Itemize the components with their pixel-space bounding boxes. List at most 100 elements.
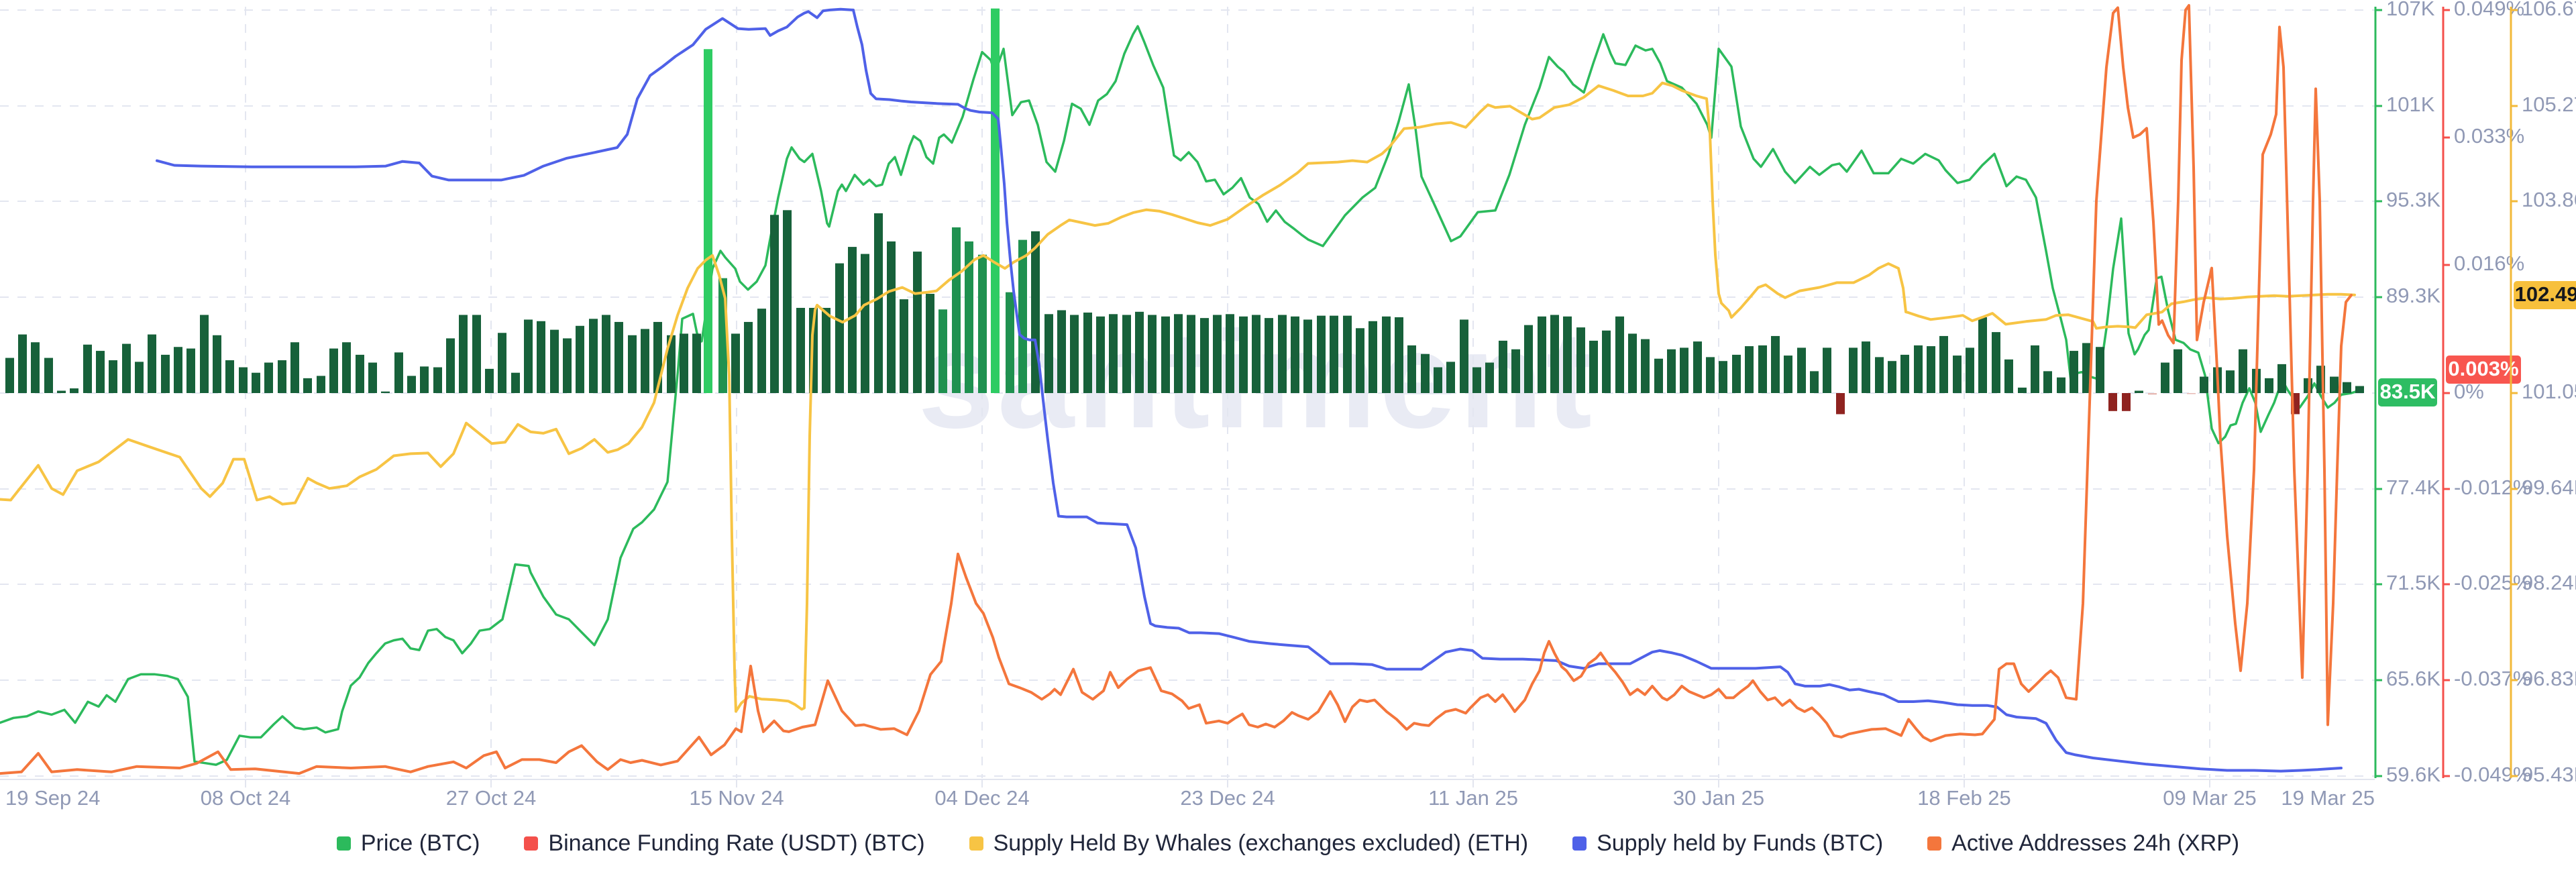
funding-rate-bar bbox=[1953, 356, 1962, 393]
funding-rate-bar bbox=[1174, 314, 1183, 393]
funding-rate-bar bbox=[1161, 316, 1170, 393]
funding-rate-bar bbox=[2135, 390, 2143, 393]
funding-rate-bar bbox=[667, 335, 676, 393]
legend-item-2[interactable]: Supply Held By Whales (exchanges exclude… bbox=[969, 830, 1528, 857]
funding-rate-bar bbox=[874, 213, 883, 393]
price-axis-label: 71.5K bbox=[2386, 571, 2440, 594]
funding-rate-bar bbox=[563, 338, 572, 393]
funding-rate-bar bbox=[1291, 316, 1299, 393]
funding-axis-label: 0.033% bbox=[2454, 124, 2524, 148]
funding-rate-bar bbox=[1719, 361, 1727, 393]
funding-rate-bar bbox=[1836, 393, 1845, 415]
funding-rate-bar bbox=[1538, 316, 1546, 393]
funding-axis-label: -0.012% bbox=[2454, 476, 2531, 499]
funding-rate-bar bbox=[900, 299, 908, 393]
funding-rate-bar bbox=[264, 362, 273, 393]
funding-rate-bar bbox=[83, 344, 92, 393]
funding-rate-bar bbox=[1252, 315, 1260, 393]
funding-rate-bar bbox=[1018, 239, 1027, 393]
funding-rate-bar bbox=[2043, 371, 2052, 393]
funding-rate-bar bbox=[1472, 367, 1481, 393]
funding-rate-bar bbox=[1239, 316, 1248, 393]
legend-item-3[interactable]: Supply held by Funds (BTC) bbox=[1572, 830, 1883, 857]
funding-rate-bar bbox=[225, 360, 234, 393]
funding-rate-bar bbox=[433, 367, 442, 393]
x-axis-label: 09 Mar 25 bbox=[2163, 786, 2257, 810]
funding-rate-bar bbox=[329, 348, 338, 393]
funding-rate-bar bbox=[1732, 354, 1741, 393]
whales-axis-label: 99.64M bbox=[2522, 476, 2576, 499]
funding-rate-bar bbox=[148, 334, 156, 393]
funding-rate-bar bbox=[2057, 377, 2065, 393]
whales-axis-label: 95.43M bbox=[2522, 763, 2576, 786]
whales-current-value-text: 102.49M bbox=[2515, 282, 2576, 306]
funding-rate-bar bbox=[1524, 325, 1533, 393]
legend-item-0[interactable]: Price (BTC) bbox=[336, 830, 480, 857]
funding-rate-bar bbox=[1395, 317, 1403, 393]
funding-rate-bar bbox=[200, 315, 209, 393]
funding-rate-bar bbox=[1303, 319, 1312, 393]
funding-rate-bar bbox=[303, 378, 312, 393]
funding-rate-bar bbox=[2096, 347, 2104, 393]
funding-rate-bar bbox=[1849, 347, 1858, 393]
funding-axis-label: 0% bbox=[2454, 380, 2484, 403]
funding-rate-bar bbox=[641, 329, 649, 393]
price-axis-label: 107K bbox=[2386, 0, 2435, 20]
funding-rate-bar bbox=[70, 388, 78, 393]
funding-rate-bar bbox=[1900, 354, 1909, 393]
x-axis-label: 11 Jan 25 bbox=[1428, 786, 1518, 810]
funding-rate-bar bbox=[1563, 316, 1572, 393]
funding-rate-bar bbox=[1654, 358, 1663, 393]
price-axis-label: 59.6K bbox=[2386, 763, 2440, 786]
price-axis-label: 95.3K bbox=[2386, 188, 2440, 211]
funding-rate-bar bbox=[2330, 376, 2339, 393]
funding-rate-bar bbox=[407, 376, 416, 393]
funding-rate-bar bbox=[1758, 345, 1767, 393]
funding-rate-bar bbox=[1265, 318, 1273, 393]
x-axis-label: 04 Dec 24 bbox=[934, 786, 1029, 810]
funding-rate-bar bbox=[2187, 393, 2196, 394]
funding-rate-bar bbox=[2161, 362, 2169, 393]
funding-rate-bar bbox=[1109, 314, 1118, 393]
x-axis-label: 19 Mar 25 bbox=[2281, 786, 2375, 810]
supply-held-by-whales-exchanges-excluded-eth-line bbox=[0, 81, 2356, 713]
funding-axis-label: 0.016% bbox=[2454, 252, 2524, 275]
funding-rate-bar bbox=[278, 360, 286, 393]
legend-item-label: Active Addresses 24h (XRP) bbox=[1951, 830, 2240, 856]
funding-rate-bar bbox=[1122, 315, 1131, 393]
funding-rate-bar bbox=[1057, 310, 1066, 393]
funding-rate-bar bbox=[692, 333, 701, 393]
funding-rate-bar bbox=[239, 367, 248, 393]
funding-rate-bar bbox=[1875, 357, 1884, 393]
funding-rate-bar bbox=[614, 321, 623, 393]
funding-rate-bar bbox=[1745, 346, 1754, 393]
funding-rate-bar bbox=[1213, 315, 1222, 393]
legend-item-4[interactable]: Active Addresses 24h (XRP) bbox=[1927, 830, 2239, 857]
funding-rate-bar bbox=[2004, 359, 2013, 393]
funding-rate-bar bbox=[822, 307, 830, 393]
funding-rate-bar bbox=[938, 309, 947, 393]
funding-axis-label: -0.049% bbox=[2454, 763, 2531, 786]
funding-rate-bar bbox=[744, 321, 753, 393]
funding-rate-bar bbox=[342, 342, 351, 393]
funding-rate-bar bbox=[861, 254, 869, 393]
funding-rate-bar bbox=[1407, 345, 1416, 393]
legend-item-label: Supply held by Funds (BTC) bbox=[1597, 830, 1884, 856]
x-axis-label: 27 Oct 24 bbox=[446, 786, 536, 810]
funding-rate-bar bbox=[459, 315, 468, 393]
funding-rate-bar bbox=[1576, 327, 1585, 393]
whales-axis-label: 98.24M bbox=[2522, 571, 2576, 594]
funding-rate-bar bbox=[1317, 315, 1326, 393]
funding-rate-bar bbox=[1070, 315, 1079, 393]
funding-rate-bar bbox=[680, 333, 688, 393]
funding-rate-bar bbox=[2239, 349, 2247, 393]
funding-rate-bar bbox=[1589, 340, 1598, 393]
legend-item-1[interactable]: Binance Funding Rate (USDT) (BTC) bbox=[524, 830, 925, 857]
funding-rate-bar bbox=[135, 362, 144, 393]
funding-rate-bar bbox=[472, 315, 481, 393]
funding-rate-bar bbox=[576, 325, 584, 393]
funding-rate-bar bbox=[1278, 315, 1287, 393]
funding-rate-bar bbox=[835, 263, 844, 393]
whales-axis-label: 101.05M bbox=[2522, 380, 2576, 403]
